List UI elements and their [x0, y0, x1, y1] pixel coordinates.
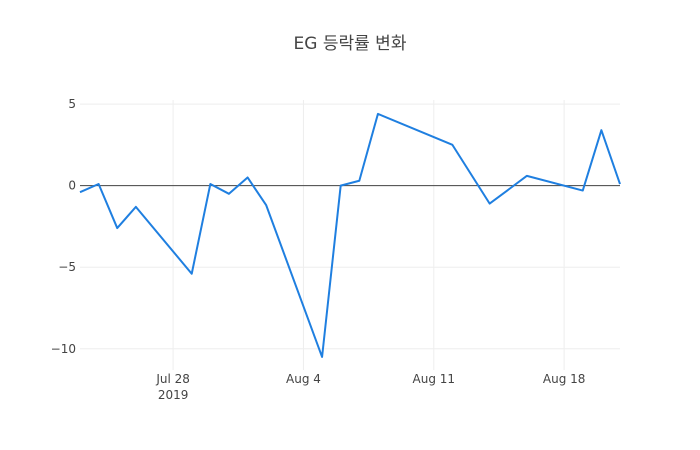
x-tick-label: Aug 11	[413, 372, 456, 386]
y-tick-label: 0	[68, 179, 76, 193]
y-tick-label: 5	[68, 97, 76, 111]
chart-title: EG 등락률 변화	[294, 34, 407, 54]
y-tick-label: −5	[58, 260, 76, 274]
x-tick-label: Aug 18	[543, 372, 586, 386]
y-tick-label: −10	[51, 342, 76, 356]
x-tick-label: Aug 4	[286, 372, 321, 386]
data-line	[79, 112, 621, 358]
x-tick-label: Jul 28 2019	[155, 372, 190, 402]
